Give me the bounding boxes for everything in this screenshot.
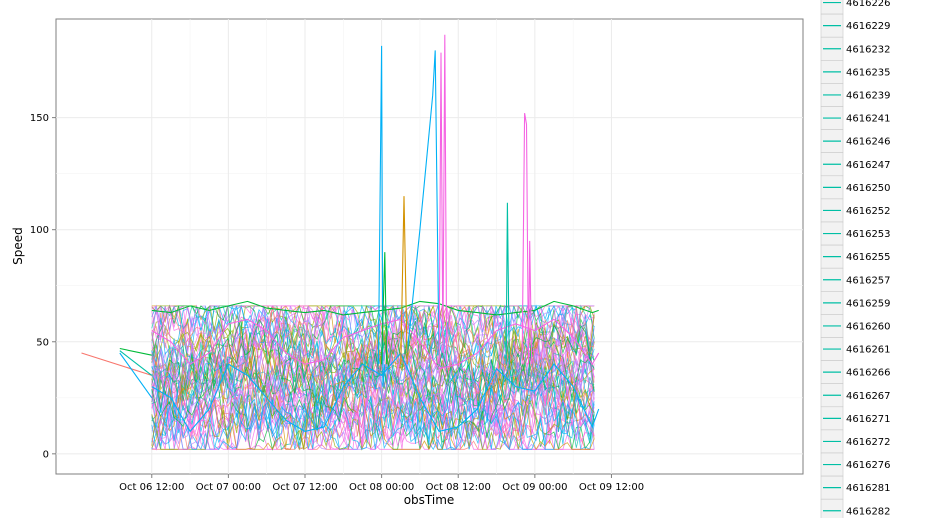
- series-early-blue: [119, 352, 153, 399]
- legend-key: [820, 498, 844, 518]
- legend-label: 4616250: [846, 183, 891, 194]
- band-trace: [151, 367, 595, 451]
- legend-label: 4616261: [846, 345, 891, 356]
- band-trace: [151, 373, 595, 451]
- legend-label: 4616271: [846, 414, 891, 425]
- series-early-teal: [119, 350, 153, 376]
- band-trace: [151, 305, 595, 399]
- series-lines: [81, 34, 600, 433]
- legend: 4616226 4616229 4616232 4616235 4616239 46162…: [820, 0, 891, 518]
- y-axis-title: Speed: [11, 227, 25, 265]
- x-tick-label: Oct 06 12:00: [119, 482, 184, 493]
- x-tick-label: Oct 08 12:00: [426, 482, 491, 493]
- x-axis: Oct 06 12:00 Oct 07 00:00 Oct 07 12:00 Oct …: [119, 474, 644, 493]
- legend-label: 4616255: [846, 252, 891, 263]
- series-daily-cycle-blue: [151, 351, 600, 433]
- legend-label: 4616239: [846, 90, 891, 101]
- series-spike-pink-2: [521, 113, 533, 365]
- legend-label: 4616281: [846, 483, 891, 494]
- x-tick-label: Oct 09 12:00: [579, 482, 644, 493]
- legend-label: 4616272: [846, 437, 891, 448]
- band-trace: [151, 374, 595, 450]
- legend-label: 4616260: [846, 321, 891, 332]
- legend-label: 4616257: [846, 275, 891, 286]
- legend-label: 4616266: [846, 368, 891, 379]
- band-trace: [151, 304, 595, 389]
- y-tick-label: 100: [30, 225, 49, 236]
- band-trace: [151, 304, 595, 358]
- series-spike-green: [381, 252, 388, 365]
- legend-label: 4616229: [846, 21, 891, 32]
- y-tick-label: 0: [43, 449, 49, 460]
- band-trace: [151, 372, 595, 446]
- legend-label: 4616252: [846, 206, 891, 217]
- legend-label: 4616247: [846, 160, 891, 171]
- series-early-orange: [81, 352, 152, 376]
- x-tick-label: Oct 07 00:00: [196, 482, 261, 493]
- x-axis-title: obsTime: [404, 493, 455, 507]
- legend-label: 4616235: [846, 67, 891, 78]
- x-tick-label: Oct 08 00:00: [349, 482, 414, 493]
- band-trace: [151, 318, 595, 439]
- series-early-green: [119, 347, 152, 356]
- legend-label: 4616232: [846, 44, 891, 55]
- series-spike-teal: [505, 202, 510, 365]
- legend-label: 4616267: [846, 391, 891, 402]
- legend-label: 4616246: [846, 137, 891, 148]
- legend-label: 4616253: [846, 229, 891, 240]
- band-trace: [151, 304, 595, 374]
- series-spike-blue-1: [377, 45, 386, 387]
- band-trace: [151, 372, 595, 450]
- y-tick-label: 50: [36, 337, 49, 348]
- x-tick-label: Oct 07 12:00: [272, 482, 337, 493]
- y-tick-label: 150: [30, 113, 49, 124]
- series-spike-gold: [400, 196, 408, 365]
- legend-label: 4616226: [846, 0, 891, 9]
- legend-label: 4616259: [846, 298, 891, 309]
- legend-label: 4616282: [846, 506, 891, 517]
- legend-label: 4616276: [846, 460, 891, 471]
- band-trace: [151, 388, 595, 451]
- series-upper-band: [151, 300, 599, 316]
- x-tick-label: Oct 09 00:00: [502, 482, 567, 493]
- series-daily-cycle-pink: [151, 318, 600, 370]
- band-trace: [151, 305, 595, 433]
- y-axis: 0 50 100 150: [30, 113, 56, 460]
- data-band: [151, 304, 595, 451]
- series-spike-blue-2: [406, 50, 440, 365]
- series-spike-pink-1: [438, 34, 448, 365]
- legend-label: 4616241: [846, 114, 891, 125]
